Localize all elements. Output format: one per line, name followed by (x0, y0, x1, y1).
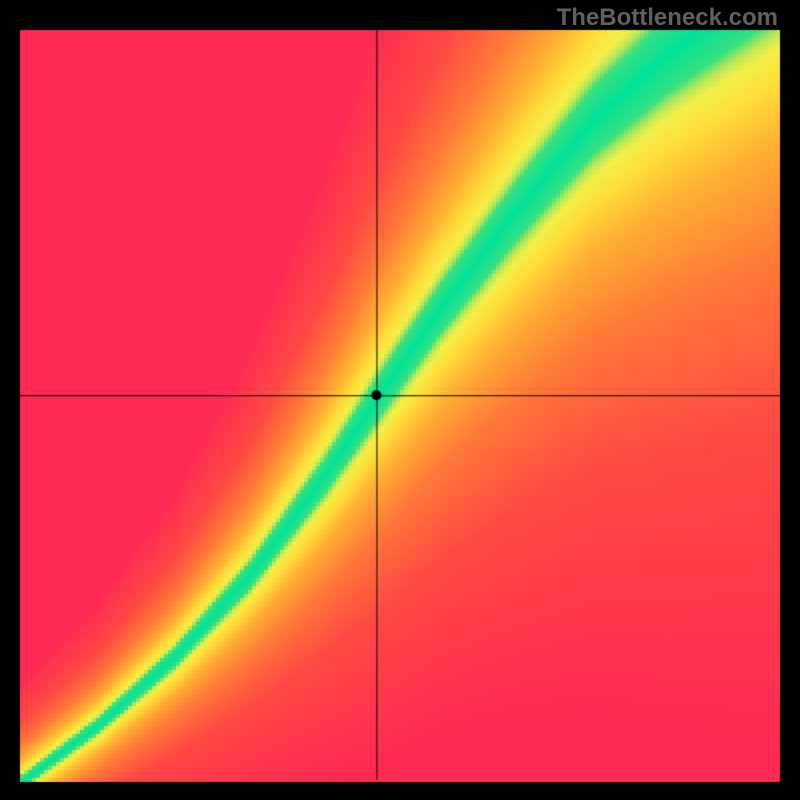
bottleneck-heatmap (0, 0, 800, 800)
chart-container: TheBottleneck.com (0, 0, 800, 800)
watermark-text: TheBottleneck.com (557, 4, 778, 32)
